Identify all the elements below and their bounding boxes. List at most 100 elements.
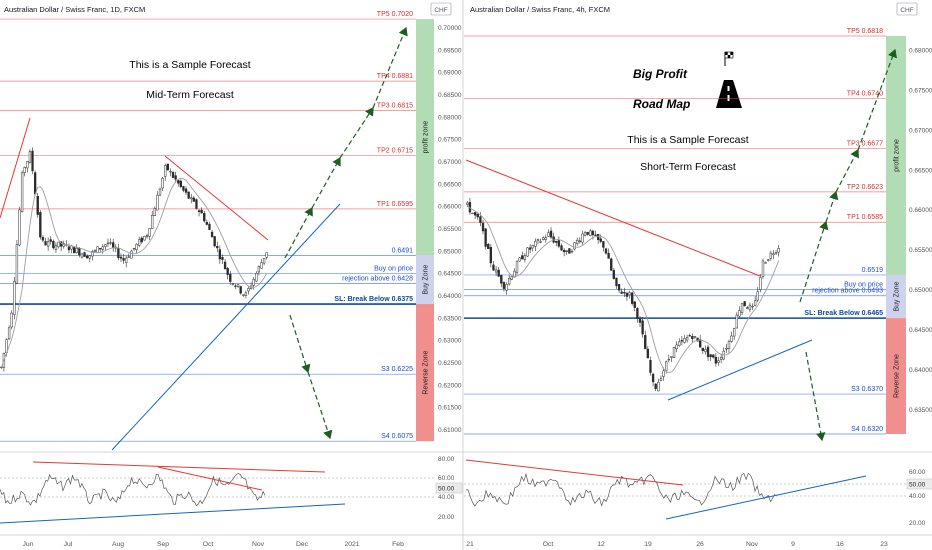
right-candle bbox=[620, 291, 623, 294]
right-osc-tick-label: 40.00 bbox=[909, 493, 926, 500]
right-candle bbox=[649, 360, 652, 373]
right-candle bbox=[756, 291, 759, 301]
right-candle bbox=[534, 241, 537, 247]
right-candle bbox=[646, 348, 650, 359]
right-candle bbox=[696, 337, 699, 342]
left-level-label: TP2 0.6715 bbox=[377, 147, 413, 154]
left-candle bbox=[260, 262, 263, 269]
right-candle bbox=[526, 247, 529, 257]
right-candle bbox=[513, 270, 516, 278]
right-osc-current-value: 50.00 bbox=[909, 482, 926, 489]
left-candle bbox=[158, 188, 162, 196]
right-osc-tick-label: 20.00 bbox=[909, 520, 926, 527]
left-candle bbox=[203, 212, 206, 222]
left-candle bbox=[132, 248, 136, 250]
right-zone-profit-zone bbox=[886, 36, 906, 275]
right-candle bbox=[633, 301, 636, 308]
right-candle bbox=[466, 202, 469, 205]
right-candle bbox=[727, 341, 731, 350]
right-candle bbox=[573, 242, 576, 250]
left-osc-trend-line-2 bbox=[157, 466, 263, 491]
right-y-tick-label: 0.67500 bbox=[909, 87, 932, 94]
left-x-tick-label: Nov bbox=[252, 541, 265, 548]
right-candle bbox=[510, 276, 513, 280]
right-candle bbox=[675, 344, 678, 350]
left-candle bbox=[151, 215, 154, 229]
right-currency-badge[interactable] bbox=[896, 2, 918, 16]
right-candle bbox=[615, 277, 618, 287]
left-candle bbox=[265, 252, 268, 258]
left-zone-reverse-zone bbox=[416, 304, 434, 442]
left-level-label: TP5 0.7020 bbox=[377, 11, 413, 18]
left-candle bbox=[72, 247, 76, 254]
left-candle bbox=[242, 294, 245, 296]
right-candle bbox=[706, 346, 710, 358]
right-x-tick-label: 23 bbox=[880, 541, 888, 548]
left-candle bbox=[117, 248, 120, 258]
left-x-tick-label: Sep bbox=[157, 541, 169, 548]
right-candle bbox=[714, 356, 718, 364]
left-candle bbox=[195, 199, 198, 209]
right-candle bbox=[733, 328, 736, 337]
right-candle bbox=[610, 258, 613, 271]
right-candle bbox=[623, 292, 626, 294]
left-candle bbox=[122, 258, 125, 261]
right-y-tick-label: 0.66500 bbox=[909, 167, 932, 174]
left-y-tick-label: 0.68000 bbox=[438, 114, 462, 121]
left-osc-current-badge bbox=[435, 482, 463, 494]
left-bullish-forecast-arrow-4 bbox=[372, 26, 408, 109]
right-candle bbox=[481, 222, 485, 232]
left-candle bbox=[13, 281, 16, 315]
left-osc-tick-label: 60.00 bbox=[438, 475, 455, 482]
left-level-label: Buy on price bbox=[374, 266, 413, 273]
right-candle bbox=[557, 240, 561, 247]
left-bullish-forecast-arrow-2 bbox=[311, 156, 341, 209]
right-candle bbox=[685, 337, 689, 341]
left-candle bbox=[223, 261, 227, 270]
left-candle bbox=[234, 285, 237, 287]
right-downtrend-line bbox=[465, 159, 761, 277]
right-candle bbox=[767, 259, 770, 261]
left-osc-tick-label: 40.00 bbox=[438, 494, 455, 501]
right-candle bbox=[562, 249, 566, 253]
left-candle bbox=[31, 150, 34, 172]
left-level-label: TP1 0.6595 bbox=[377, 201, 413, 208]
left-y-tick-label: 0.64000 bbox=[438, 293, 462, 300]
right-uptrend-line bbox=[667, 339, 813, 401]
left-candle bbox=[33, 172, 37, 195]
right-level-label: S4 0.6320 bbox=[851, 426, 883, 433]
left-candle bbox=[179, 180, 182, 187]
left-candle bbox=[20, 172, 24, 212]
left-candle bbox=[244, 292, 248, 296]
right-candle bbox=[471, 212, 474, 215]
right-candle bbox=[578, 240, 581, 242]
right-candle bbox=[712, 354, 715, 358]
right-candle bbox=[665, 361, 668, 371]
left-x-tick-label: Jul bbox=[64, 541, 73, 548]
right-candle bbox=[539, 241, 542, 243]
right-candle bbox=[612, 270, 616, 279]
left-candle bbox=[213, 236, 216, 247]
left-candle bbox=[7, 327, 11, 340]
left-x-tick-label: Dec bbox=[296, 541, 309, 548]
left-y-tick-label: 0.62000 bbox=[438, 382, 462, 389]
left-candle bbox=[148, 228, 151, 237]
right-candle bbox=[672, 346, 676, 358]
right-level-label: rejection above 0.6493 bbox=[812, 288, 883, 295]
left-candle bbox=[39, 212, 42, 238]
left-candle bbox=[96, 246, 99, 253]
right-candle bbox=[761, 260, 765, 277]
left-title: Australian Dollar / Swiss Franc, 1D, FXC… bbox=[4, 5, 145, 14]
right-candle bbox=[743, 301, 746, 307]
right-candle bbox=[586, 231, 589, 235]
left-currency-badge-label: CHF bbox=[434, 7, 447, 14]
right-x-tick-label: 9 bbox=[791, 541, 795, 548]
right-candle bbox=[662, 370, 665, 377]
right-candle bbox=[717, 360, 720, 363]
left-x-tick-label: Jun bbox=[23, 541, 34, 548]
left-candle bbox=[221, 256, 224, 260]
left-candle bbox=[187, 191, 190, 199]
left-currency-badge[interactable] bbox=[430, 2, 452, 16]
